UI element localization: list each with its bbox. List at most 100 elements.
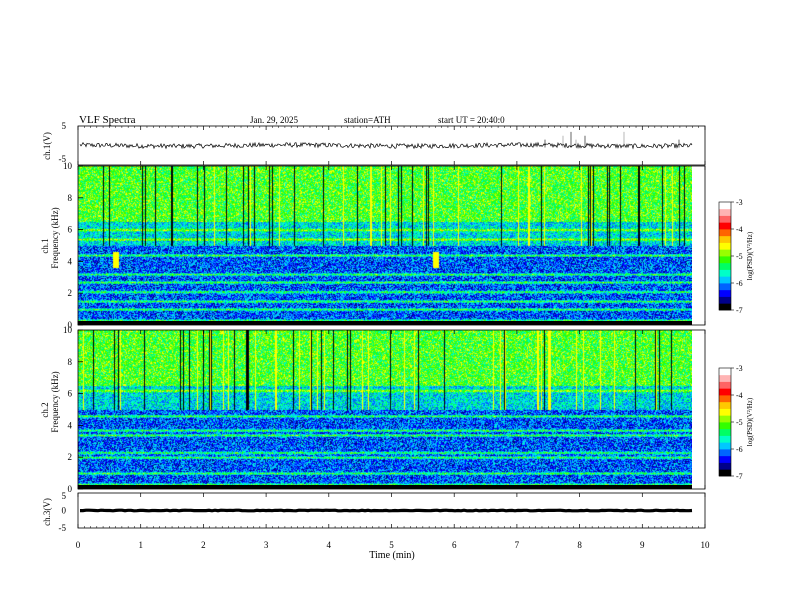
colorbar-swatch	[719, 256, 731, 264]
colorbar-tick-label: -7	[736, 306, 743, 315]
ch1-spectrogram-yticks: 0 2 4 6 8 10	[63, 161, 83, 330]
xtick-label: 4	[327, 540, 332, 550]
colorbar-tick-label: -4	[736, 391, 743, 400]
ch2-spectrogram-image	[78, 330, 692, 489]
colorbar-swatch	[719, 249, 731, 257]
colorbar-swatch	[719, 462, 731, 470]
ch1-spectrogram-panel: 0 2 4 6 8 10 ch.1 Frequency (kHz) -3 -4 -5 -6 -7 l…	[40, 161, 754, 330]
colorbar-swatch	[719, 455, 731, 463]
colorbar-tick-label: -4	[736, 225, 743, 234]
ytick-label: 2	[68, 452, 73, 462]
colorbar-swatch	[719, 276, 731, 284]
spectrogram-raster	[78, 166, 692, 325]
ytick-label: 8	[68, 193, 73, 203]
ch1-ytick-bottom: -5	[59, 154, 67, 164]
ytick-label: 0	[68, 484, 73, 494]
colorbar-tick-label: -3	[736, 198, 743, 207]
colorbar-swatch	[719, 415, 731, 423]
ch1-spectrogram-ylabel-channel: ch.1	[40, 238, 50, 253]
ytick-label: 10	[63, 325, 73, 335]
spectrogram-raster	[78, 330, 692, 489]
ch2-spectrogram-panel: 0 2 4 6 8 10 ch.2 Frequency (kHz) -3 -4 -5 -6 -7 l…	[40, 325, 754, 494]
start-time-label: start UT = 20:40:0	[438, 115, 505, 125]
colorbar-swatch	[719, 374, 731, 382]
ch1-ytick-top: 5	[62, 121, 67, 131]
ch1-waveform-panel: 5 -5 ch.1(V)	[42, 121, 706, 166]
ytick-label: 10	[63, 161, 73, 171]
ytick-label: 6	[68, 389, 73, 399]
colorbar-swatch	[719, 368, 731, 376]
ch3-ylabel: ch.3(V)	[42, 498, 52, 526]
xtick-label: 8	[577, 540, 582, 550]
ch2-spectrogram-yticks: 0 2 4 6 8 10	[63, 325, 83, 494]
spectrogram-baseline-band	[78, 321, 692, 325]
colorbar-tick-label: -5	[736, 252, 743, 261]
colorbar-swatch	[719, 222, 731, 230]
ch3-ytick-mid: 0	[62, 506, 67, 516]
ch3-waveform-line	[80, 508, 693, 513]
colorbar-swatch	[719, 283, 731, 291]
colorbar-swatch	[719, 235, 731, 243]
colorbar-swatch	[719, 242, 731, 250]
colorbar-swatch	[719, 269, 731, 277]
colorbar-tick-label: -3	[736, 364, 743, 373]
colorbar-swatch	[719, 202, 731, 210]
date-label: Jan. 29, 2025	[250, 115, 298, 125]
time-axis-ticks: 0 1 2 3 4 5 6 7 8 9 10	[76, 126, 710, 550]
colorbar-swatch	[719, 262, 731, 270]
ch2-spectrogram-ylabel-freq: Frequency (kHz)	[50, 371, 60, 432]
colorbar-swatch	[719, 303, 731, 311]
colorbar-tick-label: -6	[736, 279, 743, 288]
xtick-label: 1	[138, 540, 143, 550]
colorbar-tick-label: -5	[736, 418, 743, 427]
ch3-ytick-top: 5	[62, 491, 67, 501]
colorbar-swatch	[719, 388, 731, 396]
colorbar-swatch	[719, 401, 731, 409]
xtick-label: 9	[640, 540, 645, 550]
ytick-label: 4	[68, 420, 73, 430]
spectrogram-baseline-band	[78, 485, 692, 489]
colorbar-tick-label: -6	[736, 445, 743, 454]
colorbar-swatch	[719, 442, 731, 450]
ch3-ytick-bottom: -5	[59, 523, 67, 533]
ch2-colorbar: -3 -4 -5 -6 -7 log(PSD)(V²/Hz)	[718, 364, 754, 481]
colorbar-swatch	[719, 381, 731, 389]
ytick-label: 6	[68, 225, 73, 235]
colorbar-swatch	[719, 289, 731, 297]
colorbar-swatch	[719, 422, 731, 430]
xtick-label: 2	[201, 540, 206, 550]
colorbar-swatch	[719, 395, 731, 403]
ytick-label: 2	[68, 288, 73, 298]
figure-title: VLF Spectra	[79, 114, 136, 126]
colorbar-swatch	[719, 229, 731, 237]
xtick-label: 3	[264, 540, 269, 550]
xtick-label: 0	[76, 540, 81, 550]
ch1-spectrogram-image	[78, 166, 692, 325]
ch1-waveform-spikes	[544, 131, 680, 148]
time-axis-label: Time (min)	[369, 550, 414, 561]
ytick-label: 0	[68, 320, 73, 330]
ch2-spectrogram-ylabel-channel: ch.2	[40, 402, 50, 417]
colorbar-swatch	[719, 469, 731, 477]
xtick-label: 10	[701, 540, 711, 550]
ch1-spectrogram-ylabel-freq: Frequency (kHz)	[50, 207, 60, 268]
colorbar-swatch	[719, 428, 731, 436]
xtick-label: 5	[389, 540, 394, 550]
ytick-label: 4	[68, 256, 73, 266]
ch1-ylabel: ch.1(V)	[42, 132, 52, 160]
ch1-colorbar: -3 -4 -5 -6 -7 log(PSD)(V²/Hz)	[718, 198, 754, 315]
ytick-label: 8	[68, 357, 73, 367]
colorbar-swatch	[719, 449, 731, 457]
colorbar-swatch	[719, 408, 731, 416]
ch3-waveform-panel: 5 -5 ch.3(V) 0	[42, 491, 706, 533]
colorbar-swatch	[719, 208, 731, 216]
xtick-label: 7	[515, 540, 520, 550]
colorbar-label: log(PSD)(V²/Hz)	[746, 231, 754, 280]
colorbar-swatch	[719, 215, 731, 223]
xtick-label: 6	[452, 540, 457, 550]
colorbar-swatch	[719, 435, 731, 443]
ch1-waveform-line	[79, 141, 693, 150]
colorbar-tick-label: -7	[736, 472, 743, 481]
station-label: station=ATH	[344, 115, 391, 125]
